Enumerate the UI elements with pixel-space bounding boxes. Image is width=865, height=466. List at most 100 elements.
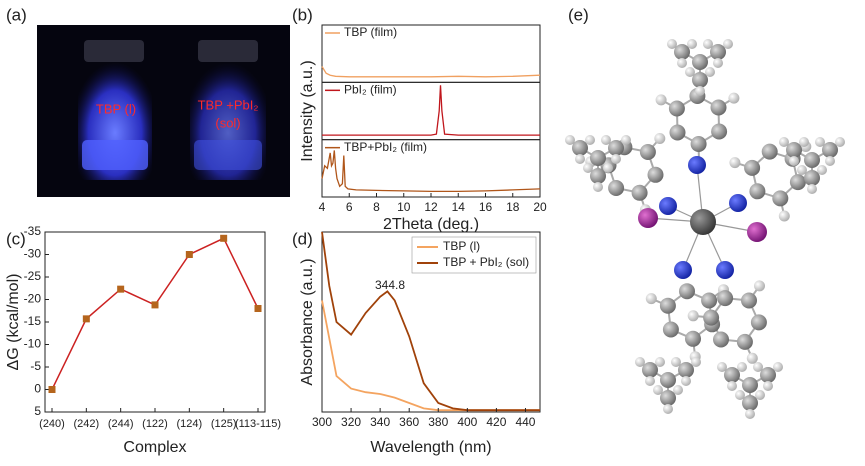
y-tick-label: -15 (24, 314, 42, 328)
x-tick-label: (240) (39, 418, 65, 430)
atom (685, 330, 701, 347)
atom (611, 154, 621, 164)
atom (723, 39, 733, 49)
atom (713, 58, 723, 68)
x-tick-label: 14 (452, 200, 466, 214)
plot-frame (44, 231, 266, 413)
photo-label: (sol) (215, 115, 240, 130)
vial-liquid (82, 140, 148, 170)
atom (750, 314, 767, 331)
atom (631, 184, 648, 201)
atom (690, 136, 707, 152)
atom (668, 100, 685, 117)
atom (673, 385, 683, 395)
data-marker (254, 305, 262, 312)
atom (710, 99, 727, 116)
atom (635, 357, 645, 367)
data-marker (48, 386, 56, 393)
atom (729, 157, 741, 169)
x-tick-label: 380 (428, 415, 448, 429)
panel-label: (c) (6, 229, 26, 248)
atom (760, 367, 776, 383)
data-marker (185, 251, 193, 258)
legend-box (411, 236, 537, 274)
atom (728, 92, 740, 104)
legend-label: TBP + PbI₂ (sol) (443, 255, 529, 269)
atom (754, 280, 765, 292)
atom (608, 180, 625, 196)
atom (822, 142, 838, 158)
atom (687, 39, 697, 49)
panel-label: (d) (292, 229, 313, 248)
atom (590, 168, 606, 184)
atom (642, 362, 658, 378)
data-line (321, 300, 540, 412)
data-marker (151, 301, 159, 309)
photo-label: TBP (l) (96, 101, 136, 116)
data-line (51, 237, 259, 390)
atom (565, 135, 575, 145)
x-axis-label: Complex (123, 439, 186, 456)
atom (786, 142, 802, 158)
x-tick-label: 20 (533, 200, 547, 214)
atom (572, 140, 588, 156)
atom (601, 135, 611, 145)
x-tick-label: 12 (424, 200, 438, 214)
atom (663, 404, 673, 414)
atom (797, 165, 807, 175)
x-tick-label: 360 (399, 415, 419, 429)
atom (660, 372, 676, 388)
y-tick-label: 5 (34, 404, 41, 418)
atom (789, 156, 799, 166)
plot-frame (321, 231, 541, 413)
atom (575, 154, 585, 164)
atom (724, 367, 740, 383)
atom (729, 194, 747, 212)
atom (703, 39, 713, 49)
panel-label: (b) (292, 5, 313, 24)
x-tick-label: (124) (176, 418, 202, 430)
atom (755, 390, 765, 400)
x-axis-label: Wavelength (nm) (370, 439, 491, 456)
atom (717, 290, 734, 307)
atom (736, 333, 753, 350)
atom (691, 357, 701, 367)
x-tick-label: 300 (312, 415, 332, 429)
x-tick-label: 440 (515, 415, 535, 429)
data-line (321, 66, 541, 78)
x-tick-label: 400 (457, 415, 477, 429)
x-tick-label: (125) (211, 418, 237, 430)
data-line (322, 85, 540, 136)
atom (761, 143, 778, 160)
atom (778, 210, 790, 222)
atom (674, 44, 690, 60)
atom (662, 321, 679, 338)
atom (677, 58, 687, 68)
molecule (565, 39, 845, 419)
atom (804, 152, 820, 168)
atom (667, 39, 677, 49)
atom (681, 376, 691, 386)
x-tick-label: 16 (479, 200, 493, 214)
x-tick-label: (122) (142, 418, 168, 430)
y-axis-label: Absorbance (a.u.) (299, 258, 316, 385)
atom (645, 293, 657, 305)
atom (655, 94, 667, 106)
atom (717, 362, 727, 372)
atom (763, 381, 773, 391)
x-tick-label: (113-115) (235, 418, 281, 430)
atom (742, 377, 758, 393)
atom (608, 140, 624, 156)
atom (825, 156, 835, 166)
atom (638, 208, 658, 228)
atom (745, 409, 755, 419)
atom (639, 144, 656, 160)
atom (655, 357, 665, 367)
atom (779, 137, 789, 147)
panel-label: (e) (568, 5, 589, 24)
legend-label: TBP (l) (443, 239, 480, 253)
atom (746, 352, 758, 364)
atom (679, 283, 695, 300)
x-axis-label: 2Theta (deg.) (383, 216, 479, 233)
